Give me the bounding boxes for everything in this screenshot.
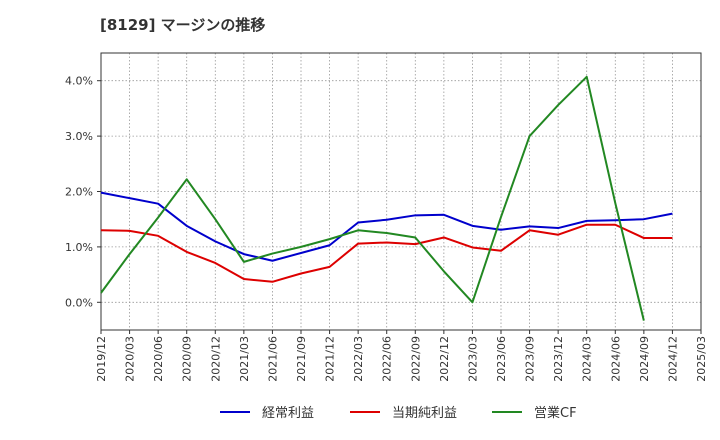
x-tick-label: 2024/12 bbox=[666, 336, 679, 382]
legend-swatch-series-2 bbox=[492, 410, 522, 413]
x-tick-label: 2022/12 bbox=[438, 336, 451, 382]
x-tick-labels: 2019/12 2020/03 2020/06 2020/09 2020/12 2021/… bbox=[95, 336, 708, 382]
y-tick-label: 2.0% bbox=[65, 186, 93, 199]
chart-title: [8129] マージンの推移 bbox=[100, 16, 266, 34]
series-line-2 bbox=[100, 75, 645, 321]
grid-lines bbox=[101, 53, 701, 330]
x-tick-label: 2020/06 bbox=[152, 336, 165, 382]
y-tick-label: 1.0% bbox=[65, 241, 93, 254]
x-tick-label: 2022/03 bbox=[352, 336, 365, 382]
x-tick-label: 2023/03 bbox=[466, 336, 479, 382]
legend-swatch-series-1 bbox=[350, 410, 380, 413]
y-tick-labels: 0.0% 1.0% 2.0% 3.0% 4.0% bbox=[65, 75, 93, 310]
x-tick-label: 2024/06 bbox=[609, 336, 622, 382]
x-tick-label: 2023/12 bbox=[552, 336, 565, 382]
x-tick-label: 2024/03 bbox=[581, 336, 594, 382]
legend-item-series-2: 営業CF bbox=[492, 402, 577, 421]
series-lines bbox=[100, 75, 673, 321]
legend-label-series-0: 経常利益 bbox=[262, 406, 315, 421]
x-tick-label: 2021/12 bbox=[324, 336, 337, 382]
legend: 経常利益 当期純利益 営業CF bbox=[0, 402, 720, 426]
x-tick-label: 2021/09 bbox=[295, 336, 308, 382]
series-line-1 bbox=[100, 223, 673, 283]
x-tick-label: 2022/06 bbox=[381, 336, 394, 382]
y-tick-label: 3.0% bbox=[65, 130, 93, 143]
legend-item-series-1: 当期純利益 bbox=[350, 402, 457, 421]
y-tick-label: 4.0% bbox=[65, 75, 93, 88]
x-tick-label: 2020/12 bbox=[209, 336, 222, 382]
x-tick-label: 2022/09 bbox=[409, 336, 422, 382]
x-tick-label: 2019/12 bbox=[95, 336, 108, 382]
plot-frame bbox=[100, 52, 702, 331]
x-tick-label: 2023/06 bbox=[495, 336, 508, 382]
legend-label-series-2: 営業CF bbox=[534, 406, 577, 421]
x-tick-label: 2021/03 bbox=[238, 336, 251, 382]
x-tick-label: 2024/09 bbox=[638, 336, 651, 382]
legend-swatch-series-0 bbox=[220, 410, 250, 413]
x-tick-label: 2025/03 bbox=[695, 336, 708, 382]
x-tick-label: 2023/09 bbox=[524, 336, 537, 382]
axes bbox=[97, 52, 702, 334]
y-tick-label: 0.0% bbox=[65, 296, 93, 309]
x-tick-label: 2021/06 bbox=[266, 336, 279, 382]
x-tick-label: 2020/09 bbox=[181, 336, 194, 382]
legend-label-series-1: 当期純利益 bbox=[392, 406, 458, 421]
legend-item-series-0: 経常利益 bbox=[220, 402, 314, 421]
series-line-0 bbox=[100, 191, 673, 262]
x-tick-label: 2020/03 bbox=[124, 336, 137, 382]
